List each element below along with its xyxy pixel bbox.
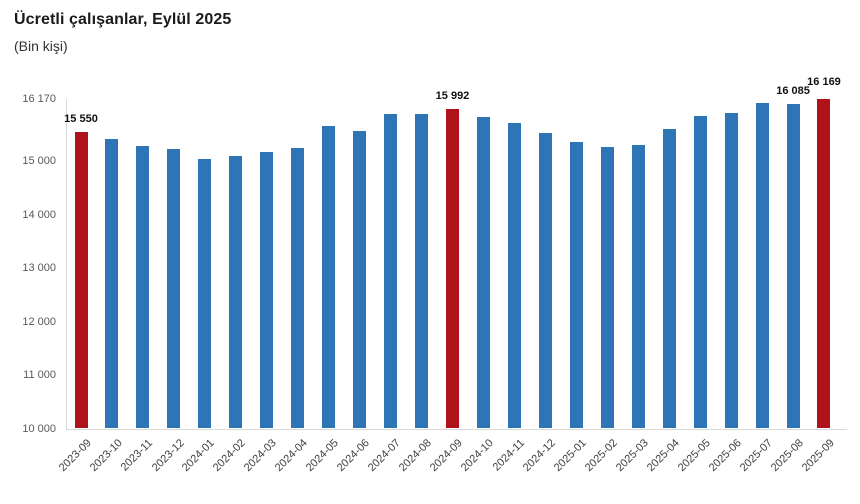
bar-2024-10 (476, 116, 490, 429)
x-tick-label-2024-11: 2024-11 (490, 437, 527, 474)
x-tick-label-2024-12: 2024-12 (520, 437, 558, 475)
bar-2024-11 (507, 123, 521, 429)
x-tick-label-2024-09: 2024-09 (427, 437, 465, 475)
point-label-2024-09: 15 992 (435, 89, 470, 102)
bar-2025-02 (600, 147, 614, 429)
x-tick-label-2024-01: 2024-01 (180, 437, 218, 475)
x-tick-label-2024-02: 2024-02 (211, 437, 249, 475)
y-tick-label: 10 000 (22, 422, 56, 435)
bar-2023-12 (167, 149, 181, 429)
x-tick-label-2024-04: 2024-04 (273, 437, 311, 475)
bar-2024-08 (415, 114, 429, 429)
bar-2023-09 (74, 132, 88, 429)
bar-2024-02 (229, 156, 243, 429)
bar-2024-04 (291, 147, 305, 429)
bar-2024-07 (384, 113, 398, 429)
bar-2025-07 (755, 103, 769, 429)
y-tick-label: 11 000 (23, 369, 56, 382)
y-tick-label: 12 000 (22, 315, 56, 328)
x-tick-label-2024-08: 2024-08 (396, 437, 435, 475)
x-tick-label-2025-04: 2025-04 (644, 437, 682, 475)
x-tick-label-2024-07: 2024-07 (366, 437, 404, 475)
y-axis-line (66, 99, 67, 429)
bar-2024-03 (260, 151, 274, 429)
x-tick-label-2024-05: 2024-05 (304, 437, 342, 475)
bar-2025-08 (786, 103, 800, 429)
bar-2025-01 (569, 141, 583, 429)
x-tick-label-2025-03: 2025-03 (613, 437, 651, 475)
x-tick-label-2023-12: 2023-12 (149, 437, 187, 475)
x-axis-line (66, 428, 847, 430)
point-label-2023-09: 15 550 (64, 113, 98, 126)
point-label-2025-09: 16 169 (807, 76, 841, 89)
bar-2025-04 (662, 129, 676, 429)
y-tick-label: 16 170 (22, 93, 56, 105)
chart-title: Ücretli çalışanlar, Eylül 2025 (14, 11, 232, 28)
y-tick-label: 15 000 (22, 155, 56, 168)
bar-2024-05 (322, 125, 336, 429)
x-tick-label-2023-10: 2023-10 (87, 437, 125, 475)
bar-2024-09 (445, 108, 459, 429)
bar-2023-10 (105, 138, 119, 429)
bar-2025-03 (631, 145, 645, 429)
x-tick-label-2023-09: 2023-09 (56, 437, 94, 475)
y-tick-label: 14 000 (22, 208, 56, 221)
bar-2023-11 (136, 145, 150, 429)
chart-subtitle: (Bin kişi) (14, 38, 68, 54)
point-label-2025-08: 16 085 (776, 84, 810, 97)
bar-2024-01 (198, 158, 212, 429)
x-tick-label-2025-08: 2025-08 (768, 437, 806, 475)
bar-2025-06 (724, 113, 738, 429)
bar-2025-09 (817, 99, 831, 429)
x-tick-label-2025-07: 2025-07 (737, 437, 775, 475)
x-tick-label-2024-03: 2024-03 (242, 437, 280, 475)
x-tick-label-2023-11: 2023-11 (118, 437, 156, 474)
y-tick-label: 13 000 (22, 262, 56, 275)
x-tick-label-2025-09: 2025-09 (799, 437, 837, 475)
x-tick-label-2025-01: 2025-01 (551, 437, 589, 475)
x-tick-label-2024-06: 2024-06 (335, 437, 373, 475)
x-tick-label-2024-10: 2024-10 (458, 437, 496, 475)
x-tick-label-2025-06: 2025-06 (706, 437, 744, 475)
bar-2024-06 (353, 131, 367, 429)
x-tick-label-2025-02: 2025-02 (582, 437, 620, 475)
bar-2025-05 (693, 116, 707, 429)
bar-2024-12 (538, 132, 552, 429)
x-tick-label-2025-05: 2025-05 (675, 437, 713, 475)
